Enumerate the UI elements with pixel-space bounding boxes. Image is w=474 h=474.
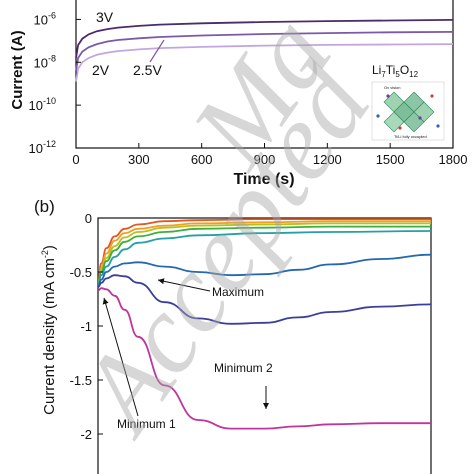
- panel-a-x-tick-label-4: 1200: [313, 152, 342, 167]
- panel-a-y-tick-label-0: 10-6: [34, 10, 56, 27]
- panel-a-y-tick-label-3: 10-12: [29, 139, 56, 156]
- panel-a-x-tick-label-6: 1800: [439, 152, 468, 167]
- panel-a-x-ticks: 0 300 600 900 1200 1500 1800: [72, 143, 467, 167]
- inset-lattice: [376, 91, 440, 133]
- annotation-minimum-1: Minimum 1: [117, 417, 176, 431]
- panel-a-x-axis-label: Time (s): [233, 171, 294, 188]
- panel-b-series-line-4: [97, 230, 432, 286]
- panel-b-series-line-2: [97, 222, 431, 284]
- panel-b-y-tick-label-0: 0: [85, 211, 92, 226]
- inset-caption-top: Ov vision: [384, 85, 400, 90]
- panel-a-x-tick-label-1: 300: [128, 152, 150, 167]
- arrow-maximum: [157, 278, 211, 292]
- inset-caption-bottom: Ti/Li fully occupied: [394, 134, 427, 139]
- panel-a-y-tick-label-1: 10-8: [34, 53, 56, 70]
- panel-a-x-tick-label-0: 0: [72, 152, 79, 167]
- panel-b-series: [97, 218, 432, 430]
- panel-a-series-line-1: [75, 31, 454, 72]
- arrow-minimum-1: [102, 297, 139, 417]
- label-2-5v: 2.5V: [133, 62, 162, 78]
- annotation-maximum: Maximum: [212, 285, 264, 299]
- panel-b: (b) 0-0.5-1-1.5-2-2.5 Current density (m…: [34, 197, 432, 474]
- crystal-structure-inset: Li7Ti5O12 Ov vision Ti/Li fully occupied: [371, 63, 445, 141]
- label-2-5v-pointer: [149, 39, 165, 63]
- panel-a-x-tick-label-2: 600: [191, 152, 213, 167]
- panel-a-series-line-0: [75, 19, 454, 59]
- panel-b-series-line-5: [97, 253, 432, 287]
- panel-a-series: [75, 19, 454, 82]
- panel-b-y-tick-label-4: -2: [80, 427, 92, 442]
- panel-b-y-tick-label-2: -1: [80, 319, 92, 334]
- panel-b-y-axis-label: Current density (mA cm-2): [40, 245, 58, 415]
- watermark: Accepted Ma: [53, 0, 395, 457]
- panel-a-x-tick-label-3: 900: [254, 152, 276, 167]
- panel-a: 10-6 10-8 10-10 10-12 0 300 600 900 1200 1500 180…: [9, 0, 467, 188]
- panel-b-frame: [97, 217, 432, 474]
- panel-a-y-tick-label-2: 10-10: [29, 96, 56, 113]
- panel-b-series-line-1: [97, 220, 431, 284]
- panel-a-y-ticks: 10-6 10-8 10-10 10-12: [29, 10, 81, 156]
- panel-b-y-ticks: 0-0.5-1-1.5-2-2.5: [70, 211, 103, 442]
- label-3v: 3V: [96, 9, 114, 25]
- panel-b-series-line-3: [97, 225, 431, 284]
- panel-b-series-line-0: [97, 218, 431, 282]
- annotation-minimum-2: Minimum 2: [214, 361, 273, 375]
- panel-b-label: (b): [34, 197, 55, 216]
- label-2v: 2V: [92, 62, 110, 78]
- panel-a-y-axis-label: Current (A): [9, 30, 26, 109]
- panel-a-x-tick-label-5: 1500: [376, 152, 405, 167]
- panel-b-series-line-6: [97, 274, 432, 325]
- panel-a-series-line-2: [75, 43, 454, 82]
- panel-b-series-line-7: [97, 287, 431, 430]
- inset-formula: Li7Ti5O12: [372, 63, 419, 79]
- panel-b-y-tick-label-1: -0.5: [70, 265, 92, 280]
- panel-b-y-tick-label-3: -1.5: [70, 373, 92, 388]
